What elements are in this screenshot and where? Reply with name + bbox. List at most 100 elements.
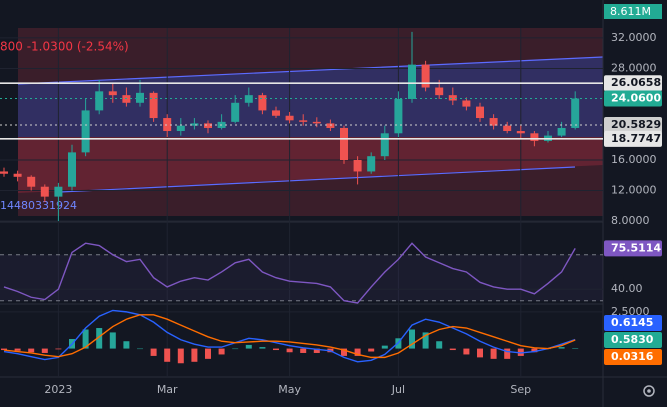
candle-body xyxy=(285,115,294,121)
x-tick-label: Sep xyxy=(510,383,531,396)
rsi-line xyxy=(3,242,576,304)
x-tick-label: Jul xyxy=(391,383,405,396)
histogram-bar xyxy=(1,348,7,351)
price-line-label-box xyxy=(604,75,662,92)
histogram-bar xyxy=(150,348,157,356)
histogram-bar xyxy=(504,348,511,359)
histogram-bar xyxy=(55,348,62,350)
candle-body xyxy=(244,95,253,103)
macd-line xyxy=(3,309,576,363)
candle-body xyxy=(476,106,484,119)
histogram-bar xyxy=(381,345,388,349)
histogram-bar xyxy=(463,348,470,355)
candle-body xyxy=(190,123,199,126)
price-line-label: 24.0600 xyxy=(611,92,661,105)
histogram-bar xyxy=(205,348,211,359)
histogram-bar xyxy=(354,348,361,356)
candle-body xyxy=(367,156,376,172)
histogram-bar xyxy=(232,348,239,350)
candle-body xyxy=(353,160,362,172)
settings-icon[interactable] xyxy=(643,385,655,397)
x-tick-label: Mar xyxy=(157,383,178,396)
candle-body xyxy=(81,110,90,153)
candle-body xyxy=(231,102,240,122)
macd-line xyxy=(3,314,576,359)
histogram-bar xyxy=(286,348,293,353)
candle-body xyxy=(40,186,49,197)
histogram-bar xyxy=(368,348,375,352)
rsi-last-label: 75.5114 xyxy=(611,241,661,254)
histogram-bar xyxy=(191,348,198,362)
histogram-bar xyxy=(341,348,347,356)
histogram-bar xyxy=(164,348,171,362)
y-tick-label: 12.0000 xyxy=(611,184,657,197)
signal-last-label-box xyxy=(604,332,662,348)
candle-body xyxy=(516,131,525,134)
histogram-bar xyxy=(123,341,130,349)
y-tick-label: 16.0000 xyxy=(611,153,657,166)
histogram-bar xyxy=(245,344,252,349)
y-tick-label: 32.0000 xyxy=(611,31,657,44)
candle-body xyxy=(108,91,117,96)
candle-body xyxy=(27,176,36,187)
histogram-bar xyxy=(14,348,21,351)
signal-last-label: 0.5830 xyxy=(611,333,654,346)
histogram-bar xyxy=(137,348,143,350)
price-line-label-box xyxy=(604,117,662,134)
macd-last-label: 0.6145 xyxy=(611,316,653,329)
channel-lower xyxy=(18,137,603,193)
candle-body xyxy=(95,91,104,111)
candle-body xyxy=(340,127,348,161)
candle-body xyxy=(380,133,389,157)
channel-upper xyxy=(18,57,603,137)
y-tick-label: 2.5000 xyxy=(611,305,650,318)
candle-body xyxy=(408,64,416,99)
price-line-label-box xyxy=(604,90,662,107)
channel-line xyxy=(59,166,576,193)
histogram-bar xyxy=(177,348,184,364)
candle-body xyxy=(394,98,403,134)
candle-body xyxy=(68,152,76,187)
candle-body xyxy=(0,171,8,174)
histogram-bar xyxy=(449,348,456,351)
candle-body xyxy=(530,133,539,141)
histogram-bar xyxy=(477,348,483,358)
histogram-bar xyxy=(41,348,48,353)
x-tick-label: May xyxy=(278,383,301,396)
histogram-bar xyxy=(82,329,89,349)
price-line-label: 20.5829 xyxy=(611,118,661,131)
candle-body xyxy=(54,186,63,197)
candle-body xyxy=(176,125,185,132)
candle-body xyxy=(489,118,498,126)
candle-body xyxy=(571,98,580,128)
candle-body xyxy=(557,127,566,136)
candle-body xyxy=(326,123,335,128)
histogram-last-label-box xyxy=(604,349,662,365)
candle-body xyxy=(435,87,444,96)
histogram-bar xyxy=(259,347,266,349)
histogram-bar xyxy=(313,348,320,353)
histogram-bar xyxy=(28,348,35,353)
x-tick-label: 2023 xyxy=(44,383,72,396)
histogram-bar xyxy=(490,348,497,359)
candle-body xyxy=(272,110,280,116)
histogram-bar xyxy=(409,329,415,349)
volume-label-box xyxy=(604,4,662,19)
histogram-bar xyxy=(422,332,429,349)
histogram-bar xyxy=(300,348,307,353)
candle-body xyxy=(149,92,158,119)
histogram-bar xyxy=(96,328,103,349)
histogram-bar xyxy=(572,348,579,349)
histogram-bar xyxy=(218,348,225,355)
histogram-bar xyxy=(558,347,565,349)
histogram-bar xyxy=(109,332,116,349)
rsi-band xyxy=(0,254,603,301)
candle-body xyxy=(421,64,430,88)
candle-body xyxy=(204,123,212,128)
histogram-bar xyxy=(436,341,443,349)
rsi-last-label-box xyxy=(604,240,662,257)
footnote: 14480331924 xyxy=(0,199,77,212)
header: 800 -1.0300 (-2.54%) xyxy=(0,40,129,54)
candle-body xyxy=(136,92,144,103)
